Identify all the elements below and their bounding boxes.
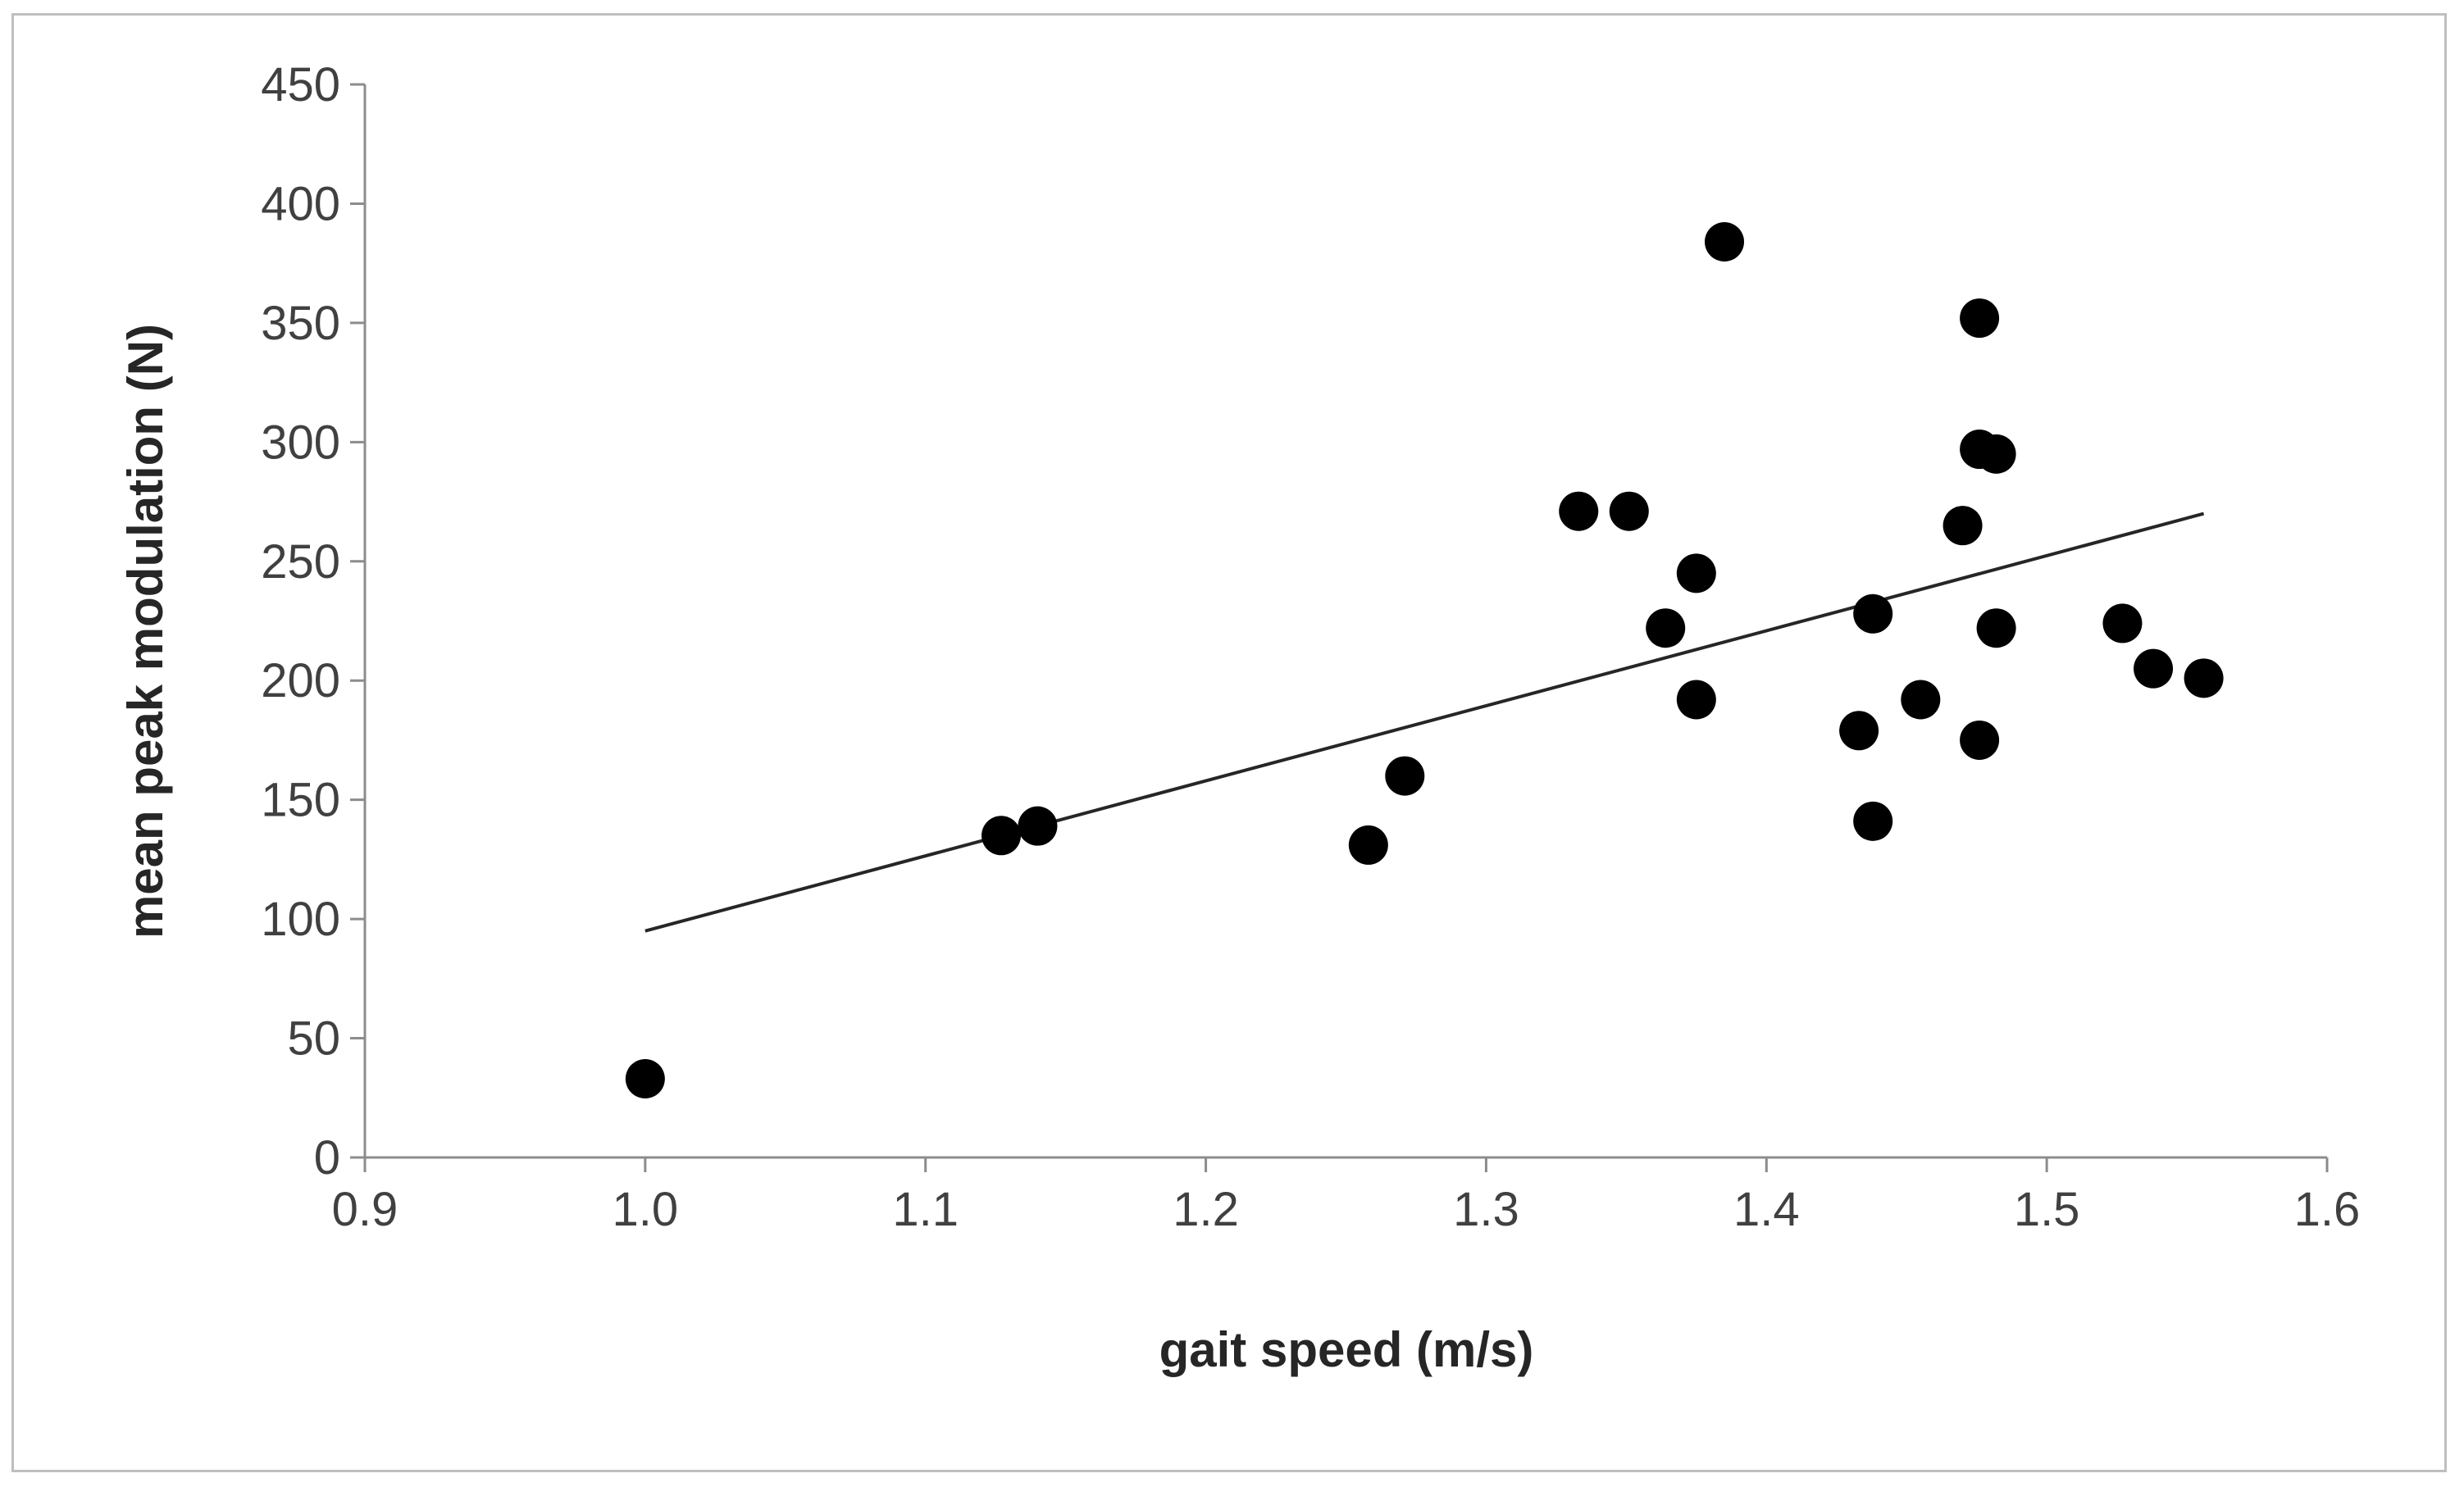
data-point [982, 816, 1022, 856]
x-tick-label: 1.5 [2014, 1183, 2080, 1236]
chart-frame [11, 13, 2447, 1472]
y-tick-label: 350 [261, 297, 340, 350]
data-points [625, 221, 2224, 1099]
data-point [1609, 491, 1649, 531]
y-tick-label: 50 [287, 1012, 340, 1066]
data-point [1018, 806, 1058, 846]
data-point [2184, 658, 2224, 698]
data-point [1853, 801, 1893, 841]
y-tick-label: 250 [261, 535, 340, 589]
y-tick-label: 200 [261, 654, 340, 707]
y-tick-label: 100 [261, 893, 340, 946]
data-point [1853, 593, 1893, 634]
y-axis-title: mean peak modulation (N) [118, 324, 173, 939]
x-tick-label: 1.6 [2294, 1183, 2361, 1236]
data-point [1976, 608, 2016, 648]
data-point [1976, 434, 2016, 474]
x-axis-title: gait speed (m/s) [1159, 1322, 1534, 1377]
data-point [1839, 711, 1879, 751]
data-point [1901, 680, 1941, 720]
data-point [1943, 506, 1983, 546]
data-point [625, 1059, 665, 1099]
trendline [644, 512, 2205, 933]
data-point [1385, 756, 1425, 796]
x-tick-label: 0.9 [332, 1183, 399, 1236]
data-point [1646, 608, 1686, 648]
data-point [1960, 298, 2000, 339]
y-tick-label: 150 [261, 774, 340, 827]
y-tick-label: 400 [261, 177, 340, 230]
trendline-group [644, 512, 2205, 933]
data-point [1676, 680, 1716, 720]
axes: 0 50 100 150 200 250 300 350 400 450 0.9 1.0 1.1 1.2 1… [261, 58, 2360, 1236]
x-tick-label: 1.1 [892, 1183, 959, 1236]
x-tick-label: 1.0 [613, 1183, 679, 1236]
data-point [1559, 491, 1599, 531]
y-tick-label: 300 [261, 416, 340, 469]
y-tick-label: 450 [261, 58, 340, 111]
x-tick-label: 1.3 [1453, 1183, 1519, 1236]
data-point [1960, 720, 2000, 760]
data-point [2102, 603, 2143, 643]
data-point [1348, 825, 1388, 865]
data-point [2134, 648, 2174, 689]
data-point [1705, 221, 1745, 261]
x-tick-label: 1.4 [1733, 1183, 1800, 1236]
data-point [1676, 553, 1716, 593]
y-tick-label: 0 [314, 1131, 340, 1185]
x-tick-label: 1.2 [1173, 1183, 1239, 1236]
